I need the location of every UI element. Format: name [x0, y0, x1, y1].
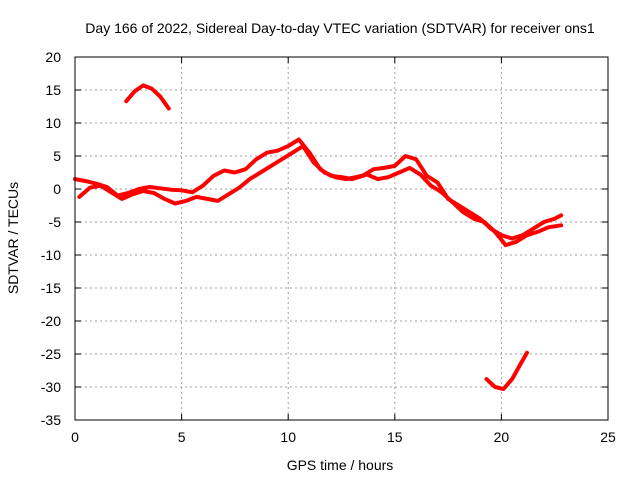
series-track-main-b: [77, 144, 564, 248]
y-tick-label: 15: [45, 82, 61, 98]
chart-title: Day 166 of 2022, Sidereal Day-to-day VTE…: [85, 20, 595, 36]
y-tick-label: -10: [41, 247, 61, 263]
x-tick-label: 5: [178, 429, 186, 445]
x-tick-label: 0: [71, 429, 79, 445]
y-tick-label: 5: [53, 148, 61, 164]
y-tick-label: 20: [45, 49, 61, 65]
y-tick-label: -15: [41, 280, 61, 296]
y-tick-label: 0: [53, 181, 61, 197]
plot-frame: [74, 56, 609, 421]
x-tick-label: 25: [600, 429, 616, 445]
series-track-lower-arc: [484, 350, 529, 391]
y-tick-label: -30: [41, 379, 61, 395]
x-tick-label: 10: [280, 429, 296, 445]
y-tick-label: -35: [41, 412, 61, 428]
y-tick-label: 10: [45, 115, 61, 131]
x-tick-label: 15: [387, 429, 403, 445]
x-tick-label: 20: [494, 429, 510, 445]
y-tick-label: -20: [41, 313, 61, 329]
y-axis-title: SDTVAR / TECUs: [5, 182, 21, 294]
grid-lines: [75, 57, 608, 420]
data-series: [73, 83, 564, 391]
series-track-upper-arc: [124, 83, 171, 111]
x-axis-title: GPS time / hours: [287, 457, 394, 473]
y-tick-label: -25: [41, 346, 61, 362]
tick-labels: 0 5 10 15 20 25 20 15 10 5 0 -5 -10 -15 -20 -25 -30 -35: [41, 49, 616, 445]
y-tick-label: -5: [49, 214, 62, 230]
